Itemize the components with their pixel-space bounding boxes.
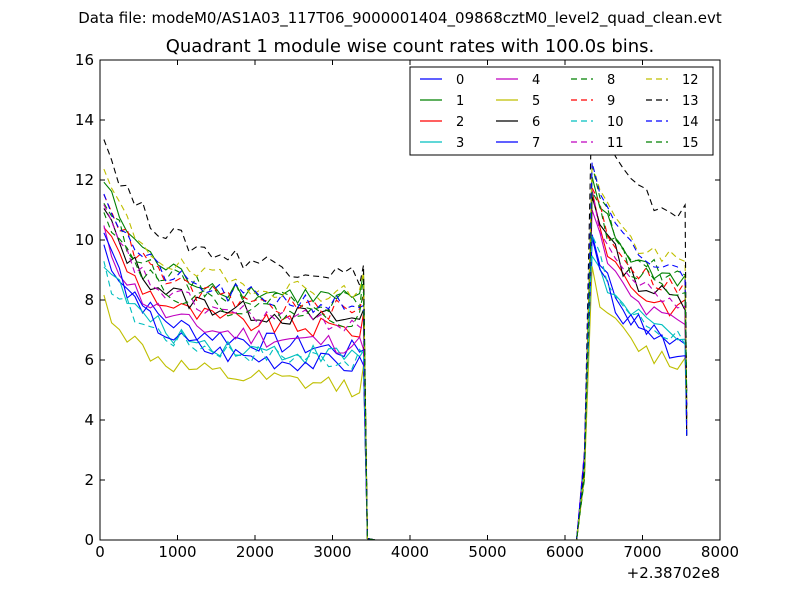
legend-label-14: 14 (682, 115, 699, 130)
y-tick-label: 16 (75, 51, 94, 69)
x-tick-label: 3000 (313, 543, 351, 561)
y-tick-label: 6 (84, 351, 94, 369)
legend-label-6: 6 (532, 115, 540, 130)
x-tick-label: 5000 (468, 543, 506, 561)
series-line-10 (103, 234, 688, 541)
legend-label-0: 0 (456, 73, 464, 88)
chart-title: Quadrant 1 module wise count rates with … (165, 36, 655, 57)
legend-box (409, 66, 714, 156)
series-lines (103, 88, 688, 541)
legend-label-9: 9 (607, 94, 615, 109)
x-tick-label: 4000 (391, 543, 429, 561)
legend-label-3: 3 (456, 136, 464, 151)
legend-label-1: 1 (456, 94, 464, 109)
y-tick-label: 0 (84, 531, 94, 549)
y-tick-label: 12 (75, 171, 94, 189)
series-line-15 (103, 189, 688, 541)
legend-label-2: 2 (456, 115, 464, 130)
series-line-5 (103, 266, 688, 541)
series-line-7 (103, 232, 688, 541)
series-line-6 (103, 196, 688, 541)
y-tick-label: 10 (75, 231, 94, 249)
series-line-2 (103, 190, 688, 541)
x-tick-label: 2000 (236, 543, 274, 561)
x-offset-label: +2.38702e8 (627, 564, 720, 582)
legend-label-11: 11 (607, 136, 624, 151)
legend-label-13: 13 (682, 94, 699, 109)
x-tick-label: 0 (95, 543, 105, 561)
series-line-11 (103, 189, 688, 541)
legend-label-10: 10 (607, 115, 624, 130)
series-line-9 (103, 187, 688, 541)
legend-label-15: 15 (682, 136, 699, 151)
series-line-14 (103, 162, 688, 541)
x-tick-label: 8000 (701, 543, 739, 561)
legend-label-5: 5 (532, 94, 540, 109)
series-line-0 (103, 234, 688, 541)
y-tick-label: 8 (84, 291, 94, 309)
y-tick-label: 2 (84, 471, 94, 489)
legend-label-8: 8 (607, 73, 615, 88)
x-tick-label: 1000 (158, 543, 196, 561)
series-line-13 (103, 88, 688, 541)
y-tick-label: 4 (84, 411, 94, 429)
x-tick-label: 6000 (546, 543, 584, 561)
data-file-title: Data file: modeM0/AS1A03_117T06_90000014… (78, 9, 722, 27)
series-line-4 (103, 209, 688, 541)
legend-label-7: 7 (532, 136, 540, 151)
axis-ticks: 0 1000 2000 3000 4000 5000 6000 7000 80000246810… (75, 51, 739, 561)
y-tick-label: 14 (75, 111, 94, 129)
series-line-3 (103, 254, 688, 541)
legend-label-4: 4 (532, 73, 540, 88)
legend-label-12: 12 (682, 73, 699, 88)
x-tick-label: 7000 (623, 543, 661, 561)
